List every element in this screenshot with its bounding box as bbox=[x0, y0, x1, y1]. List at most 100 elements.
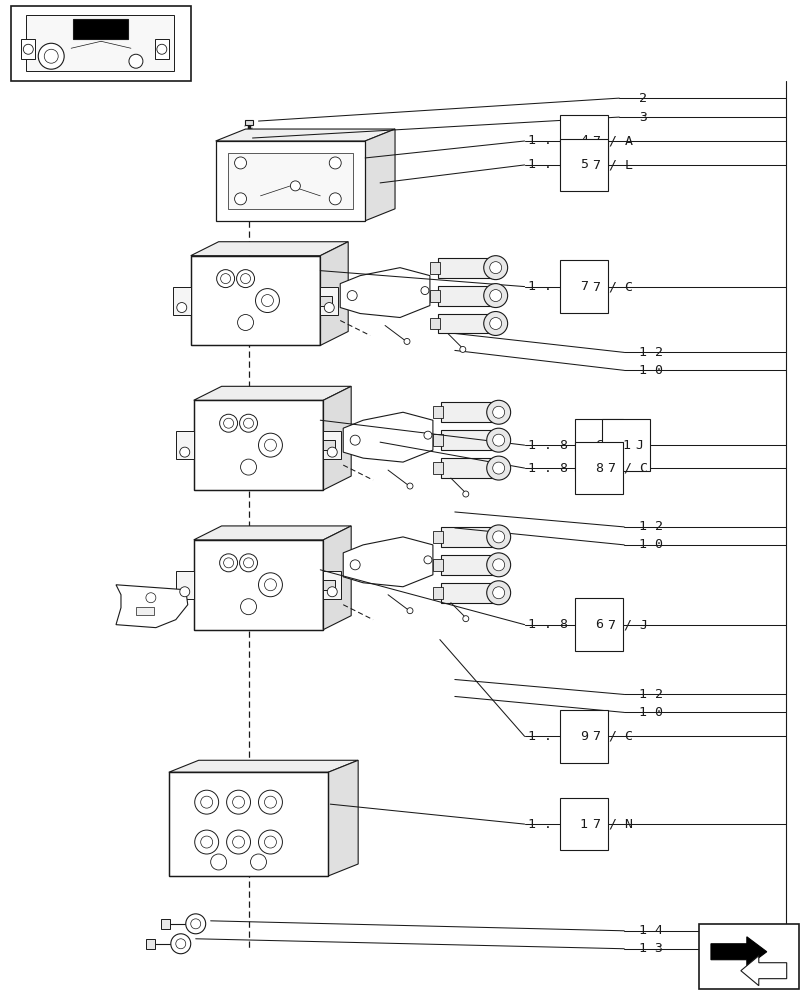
Text: 1 . 8 2: 1 . 8 2 bbox=[527, 134, 583, 147]
Bar bbox=[432, 587, 442, 599]
Text: 5: 5 bbox=[579, 158, 587, 171]
Circle shape bbox=[459, 346, 466, 352]
Text: 1 . 8 2: 1 . 8 2 bbox=[527, 730, 583, 743]
Circle shape bbox=[170, 934, 191, 954]
Circle shape bbox=[489, 318, 501, 329]
Circle shape bbox=[200, 796, 212, 808]
Circle shape bbox=[489, 262, 501, 274]
Circle shape bbox=[177, 303, 187, 313]
Text: 1 2: 1 2 bbox=[638, 346, 663, 359]
Text: 1 . 8 2: 1 . 8 2 bbox=[527, 818, 583, 831]
Circle shape bbox=[219, 414, 238, 432]
Text: 1 2: 1 2 bbox=[638, 688, 663, 701]
Circle shape bbox=[234, 193, 247, 205]
Polygon shape bbox=[320, 287, 338, 315]
Circle shape bbox=[44, 49, 58, 63]
Polygon shape bbox=[323, 431, 341, 459]
Polygon shape bbox=[365, 129, 394, 221]
Bar bbox=[155, 39, 169, 59]
Bar bbox=[11, 6, 191, 81]
Circle shape bbox=[486, 581, 510, 605]
Circle shape bbox=[492, 434, 504, 446]
Polygon shape bbox=[343, 537, 432, 587]
Bar bbox=[135, 607, 153, 615]
Circle shape bbox=[146, 593, 156, 603]
Circle shape bbox=[492, 587, 504, 599]
Circle shape bbox=[492, 406, 504, 418]
Circle shape bbox=[486, 400, 510, 424]
Circle shape bbox=[483, 284, 507, 308]
Circle shape bbox=[239, 554, 257, 572]
Polygon shape bbox=[320, 296, 332, 306]
Circle shape bbox=[327, 447, 337, 457]
Circle shape bbox=[350, 560, 360, 570]
Circle shape bbox=[240, 274, 251, 284]
Text: 7 / C: 7 / C bbox=[607, 462, 647, 475]
Text: 7: 7 bbox=[579, 280, 587, 293]
Circle shape bbox=[240, 599, 256, 615]
Circle shape bbox=[324, 303, 334, 313]
Bar bbox=[432, 462, 442, 474]
Polygon shape bbox=[194, 386, 350, 400]
Text: 1 3: 1 3 bbox=[638, 942, 663, 955]
Text: 1: 1 bbox=[621, 439, 629, 452]
Circle shape bbox=[347, 291, 357, 301]
Polygon shape bbox=[328, 760, 358, 876]
Polygon shape bbox=[169, 772, 328, 876]
Circle shape bbox=[179, 587, 190, 597]
Text: 7 / A: 7 / A bbox=[592, 134, 632, 147]
Circle shape bbox=[258, 573, 282, 597]
Circle shape bbox=[210, 854, 226, 870]
Polygon shape bbox=[323, 526, 350, 630]
Text: J: J bbox=[634, 439, 642, 452]
Circle shape bbox=[175, 939, 186, 949]
Polygon shape bbox=[343, 412, 432, 462]
Circle shape bbox=[406, 483, 413, 489]
Circle shape bbox=[258, 790, 282, 814]
Circle shape bbox=[217, 270, 234, 288]
Polygon shape bbox=[191, 242, 348, 256]
Bar bbox=[26, 15, 174, 71]
Bar bbox=[432, 531, 442, 543]
Bar bbox=[432, 406, 442, 418]
Circle shape bbox=[258, 830, 282, 854]
Polygon shape bbox=[440, 430, 495, 450]
Polygon shape bbox=[740, 956, 786, 986]
Circle shape bbox=[423, 431, 431, 439]
Circle shape bbox=[486, 428, 510, 452]
Circle shape bbox=[129, 54, 143, 68]
Text: 4: 4 bbox=[579, 134, 587, 147]
Text: 1 0: 1 0 bbox=[638, 364, 663, 377]
Circle shape bbox=[492, 559, 504, 571]
Text: 9: 9 bbox=[579, 730, 587, 743]
Bar bbox=[432, 559, 442, 571]
Bar bbox=[244, 120, 252, 125]
Polygon shape bbox=[194, 540, 323, 630]
Polygon shape bbox=[340, 268, 429, 318]
Circle shape bbox=[243, 418, 253, 428]
Polygon shape bbox=[173, 287, 191, 315]
Text: 7 / L: 7 / L bbox=[592, 158, 632, 171]
Circle shape bbox=[350, 435, 360, 445]
Circle shape bbox=[251, 854, 266, 870]
Bar bbox=[21, 39, 35, 59]
Bar bbox=[429, 318, 440, 329]
Circle shape bbox=[186, 914, 205, 934]
Circle shape bbox=[195, 830, 218, 854]
Circle shape bbox=[232, 796, 244, 808]
Circle shape bbox=[226, 830, 251, 854]
Circle shape bbox=[462, 491, 468, 497]
Text: 1 0: 1 0 bbox=[638, 538, 663, 551]
Circle shape bbox=[483, 256, 507, 280]
Circle shape bbox=[406, 608, 413, 614]
Polygon shape bbox=[169, 760, 358, 772]
Circle shape bbox=[258, 433, 282, 457]
Circle shape bbox=[327, 587, 337, 597]
Polygon shape bbox=[175, 571, 194, 599]
Circle shape bbox=[179, 447, 190, 457]
Polygon shape bbox=[191, 256, 320, 345]
Circle shape bbox=[219, 554, 238, 572]
Circle shape bbox=[221, 274, 230, 284]
Circle shape bbox=[226, 790, 251, 814]
Circle shape bbox=[492, 462, 504, 474]
